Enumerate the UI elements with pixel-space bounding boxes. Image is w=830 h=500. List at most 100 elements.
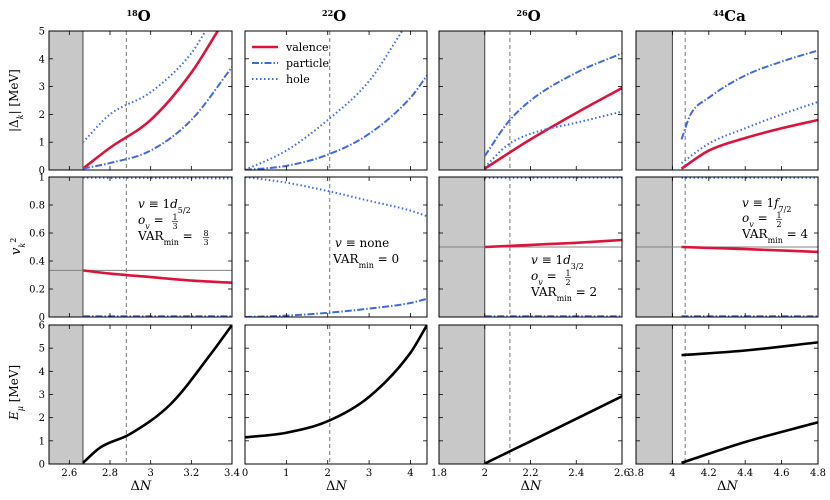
svg-text:ov =: ov =: [138, 213, 164, 231]
excluded-region: [49, 177, 83, 317]
x-tick-label: 3: [366, 468, 372, 479]
y-tick-label: 0.4: [29, 257, 45, 268]
series-group: [484, 177, 622, 317]
svg-text:v ≡ 1f7/2: v ≡ 1f7/2: [742, 196, 791, 214]
plot-frame: [48, 176, 233, 318]
series-group: [681, 341, 818, 464]
excluded-region: [439, 325, 485, 464]
panel-3-2: 3.8 4 4.2 4.4 4.6 4.8 ΔN: [628, 324, 826, 494]
series-group: [245, 31, 427, 170]
series-line-valence-0: [82, 31, 219, 170]
svg-text:ov =: ov =: [742, 211, 768, 229]
x-tick-label: 3: [147, 468, 153, 479]
series-group: [483, 52, 622, 170]
plot-frame: [244, 324, 428, 465]
x-tick-label: 4: [669, 468, 675, 479]
series-line-particle-1: [483, 52, 622, 157]
svg-text:1: 1: [776, 211, 781, 220]
series-line-E-0: [681, 341, 818, 357]
excluded-region: [636, 31, 673, 170]
series-line-E-0: [484, 395, 622, 464]
x-tick-label: 2: [482, 468, 488, 479]
series-line-valence-0: [680, 118, 818, 170]
y-tick-label: 5: [39, 344, 45, 355]
x-tick-label: 1: [283, 468, 289, 479]
y-tick-label: 5: [39, 27, 45, 38]
x-tick-label: 4: [407, 468, 413, 479]
panel-title-3: 44Ca: [713, 7, 746, 25]
y-label-row2: Eμ [MeV]: [7, 365, 25, 421]
panel-title-0: 18O: [127, 7, 151, 25]
series-line-hole-2: [484, 110, 622, 168]
x-tick-label: 4.4: [737, 468, 753, 479]
x-tick-label: 2.6: [61, 468, 77, 479]
svg-text:3: 3: [203, 238, 208, 247]
svg-text:Eμ [MeV]: Eμ [MeV]: [7, 365, 25, 421]
excluded-region: [49, 325, 83, 464]
series-group: [245, 177, 427, 317]
plot-frame: [244, 30, 428, 171]
panel-3-1: [635, 176, 819, 318]
svg-text:v ≡ none: v ≡ none: [335, 236, 389, 250]
series-line-hole-2: [82, 177, 232, 180]
panel-1-1: [244, 176, 428, 318]
series-line-valence-0: [484, 86, 622, 170]
series-line-E-0: [245, 325, 427, 439]
series-group: [484, 395, 622, 464]
series-group: [82, 31, 232, 170]
svg-text:VARmin = 0: VARmin = 0: [332, 252, 399, 270]
x-axis-label: ΔN: [717, 479, 738, 494]
excluded-region: [439, 31, 485, 170]
x-tick-label: 3.2: [183, 468, 199, 479]
svg-text:1: 1: [172, 213, 177, 222]
x-axis-label: ΔN: [131, 479, 152, 494]
panel-0-0: 0 1 2 3 4 5: [39, 27, 233, 177]
x-tick-label: 2.8: [102, 468, 118, 479]
svg-text:2: 2: [565, 278, 570, 287]
y-tick-label: 3: [39, 82, 45, 93]
x-tick-label: 3.4: [224, 468, 240, 479]
x-tick-label: 4.2: [701, 468, 717, 479]
x-tick-label: 2.6: [614, 468, 630, 479]
x-axis-label: ΔN: [521, 479, 542, 494]
panel-2-2: 1.8 2 2.2 2.4 2.6 ΔN: [431, 324, 630, 494]
x-tick-label: 2.4: [568, 468, 584, 479]
x-axis-label: ΔN: [326, 479, 347, 494]
panel-0-1: 0 0.2 0.4 0.6 0.8 1: [29, 173, 233, 324]
panel-0-2: 0 1 2 3 4 5 6 2.6 2.8 3 3.2 3.4 ΔN: [39, 321, 240, 495]
series-line-hole-1: [245, 177, 427, 218]
series-line-E-1: [681, 421, 818, 464]
y-tick-label: 2: [39, 110, 45, 121]
svg-text:v ≡ 1d5/2: v ≡ 1d5/2: [138, 197, 191, 215]
legend-label-particle: particle: [286, 57, 329, 70]
y-tick-label: 0: [39, 460, 45, 471]
series-line-hole-2: [82, 31, 207, 143]
panel-2-0: [438, 30, 623, 171]
y-tick-label: 0.8: [29, 201, 45, 212]
excluded-region: [49, 31, 83, 170]
x-tick-label: 3.8: [628, 468, 644, 479]
x-tick-label: 4.8: [810, 468, 826, 479]
excluded-region: [636, 325, 673, 464]
y-tick-label: 1: [39, 173, 45, 184]
series-line-valence-0: [484, 238, 622, 249]
y-tick-label: 0.2: [29, 285, 45, 296]
plot-frame: [244, 176, 428, 318]
svg-text:v ≡ 1d3/2: v ≡ 1d3/2: [531, 253, 584, 271]
panel-2-1: [438, 176, 623, 318]
annotation-22O: v ≡ none VARmin = 0: [332, 236, 399, 270]
svg-text:VARmin =: VARmin =: [137, 229, 193, 247]
series-line-hole-2: [680, 100, 818, 164]
plot-frame: [635, 30, 819, 171]
series-group: [82, 177, 232, 317]
svg-text:2: 2: [776, 220, 781, 229]
panel-title-2: 26O: [517, 7, 541, 25]
x-tick-label: 1.8: [431, 468, 447, 479]
series-line-particle-1: [680, 49, 818, 140]
legend-label-hole: hole: [286, 73, 310, 86]
y-label-row1: vk2: [9, 238, 27, 255]
x-tick-label: 4.6: [774, 468, 790, 479]
